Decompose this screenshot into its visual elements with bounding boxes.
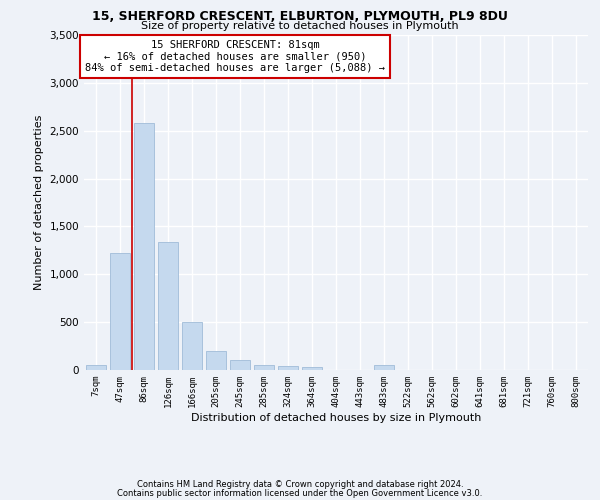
Bar [86,364,106,370]
Y-axis label: Number of detached properties: Number of detached properties [34,115,44,290]
Bar [158,242,178,370]
Text: Contains public sector information licensed under the Open Government Licence v3: Contains public sector information licen… [118,488,482,498]
Bar [182,322,202,370]
Text: 15, SHERFORD CRESCENT, ELBURTON, PLYMOUTH, PL9 8DU: 15, SHERFORD CRESCENT, ELBURTON, PLYMOUT… [92,10,508,23]
Bar [254,364,274,370]
Bar [230,360,250,370]
Bar [278,366,298,370]
Bar [110,253,130,370]
Bar [302,366,322,370]
Bar [374,365,394,370]
Text: Size of property relative to detached houses in Plymouth: Size of property relative to detached ho… [141,21,459,31]
X-axis label: Distribution of detached houses by size in Plymouth: Distribution of detached houses by size … [191,412,481,422]
Bar [134,123,154,370]
Text: Contains HM Land Registry data © Crown copyright and database right 2024.: Contains HM Land Registry data © Crown c… [137,480,463,489]
Bar [206,352,226,370]
Text: 15 SHERFORD CRESCENT: 81sqm
← 16% of detached houses are smaller (950)
84% of se: 15 SHERFORD CRESCENT: 81sqm ← 16% of det… [85,40,385,73]
